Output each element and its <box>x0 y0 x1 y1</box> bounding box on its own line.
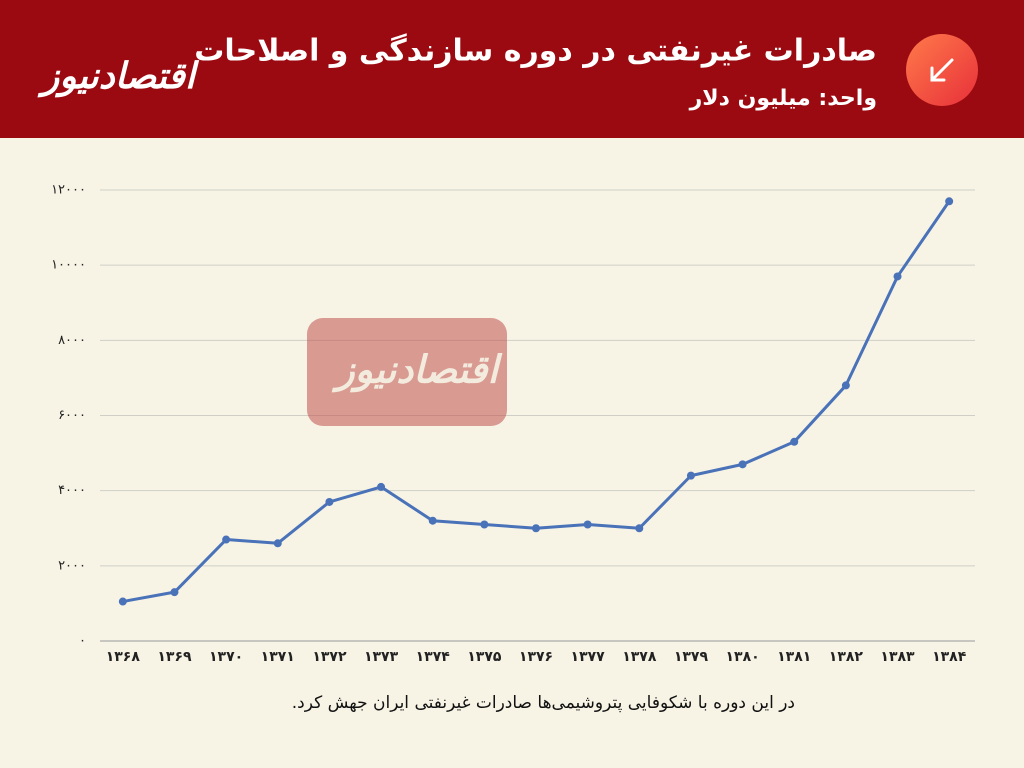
x-tick-label: ۱۳۷۵ <box>467 649 502 665</box>
data-point <box>583 520 592 529</box>
watermark-box <box>307 318 507 426</box>
x-tick-label: ۱۳۸۳ <box>880 649 915 665</box>
x-tick-label: ۱۳۶۹ <box>157 649 192 665</box>
x-tick-label: ۱۳۸۲ <box>829 649 864 665</box>
y-tick-label: ۱۰۰۰۰ <box>51 258 86 273</box>
y-tick-label: ۰ <box>79 634 86 649</box>
data-point <box>170 588 179 597</box>
x-tick-label: ۱۳۷۸ <box>622 649 657 665</box>
watermark: اقتصادنیوز <box>331 348 502 393</box>
x-tick-label: ۱۳۷۰ <box>209 649 243 665</box>
x-tick-label: ۱۳۸۴ <box>932 649 967 665</box>
x-tick-label: ۱۳۸۰ <box>725 649 759 665</box>
x-tick-label: ۱۳۸۱ <box>777 649 811 665</box>
chart-title: صادرات غیرنفتی در دوره سازندگی و اصلاحات <box>194 33 877 69</box>
data-point <box>893 272 902 281</box>
y-tick-label: ۲۰۰۰ <box>58 558 86 573</box>
data-point <box>841 381 850 390</box>
header <box>0 0 1024 138</box>
x-tick-label: ۱۳۷۹ <box>674 649 709 665</box>
x-tick-label: ۱۳۷۳ <box>364 649 399 665</box>
data-point <box>118 597 127 606</box>
data-point <box>480 520 489 529</box>
chart-subtitle: واحد: میلیون دلار <box>689 86 877 111</box>
icon-arrow <box>930 58 954 82</box>
x-tick-label: ۱۳۷۲ <box>312 649 347 665</box>
y-tick-label: ۸۰۰۰ <box>58 333 86 348</box>
caption: در این دوره با شکوفایی پتروشیمی‌ها صادرا… <box>292 693 795 713</box>
x-tick-label: ۱۳۷۶ <box>519 649 553 665</box>
x-tick-label: ۱۳۶۸ <box>106 649 141 665</box>
data-point <box>945 197 954 206</box>
data-point <box>686 471 695 480</box>
data-point <box>428 516 437 525</box>
y-tick-label: ۶۰۰۰ <box>58 408 86 423</box>
x-tick-label: ۱۳۷۴ <box>416 649 451 665</box>
y-tick-label: ۱۲۰۰۰ <box>51 183 86 198</box>
data-point <box>790 437 799 446</box>
x-tick-label: ۱۳۷۱ <box>261 649 295 665</box>
data-point <box>738 460 747 469</box>
data-point <box>635 524 644 533</box>
logo: اقتصادنیوز <box>37 56 200 98</box>
data-point <box>273 539 282 548</box>
data-point <box>325 497 334 506</box>
data-point <box>532 524 540 533</box>
x-tick-label: ۱۳۷۷ <box>571 649 606 665</box>
y-tick-label: ۴۰۰۰ <box>58 483 86 498</box>
data-point <box>222 535 231 544</box>
data-point <box>377 482 386 491</box>
